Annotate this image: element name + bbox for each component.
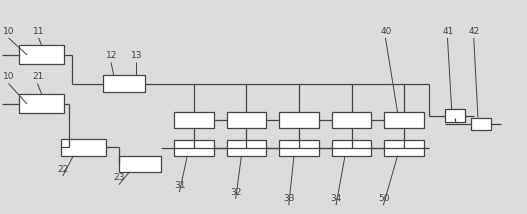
Bar [279,140,319,156]
Bar [384,112,424,128]
Text: 23: 23 [114,174,125,183]
Text: 21: 21 [32,73,44,82]
Bar [174,112,213,128]
Text: 10: 10 [3,27,15,36]
Bar [332,140,371,156]
Text: 40: 40 [380,27,392,36]
Bar [227,112,266,128]
Text: 10: 10 [3,73,15,82]
Bar [227,140,266,156]
Bar [279,112,319,128]
Text: 50: 50 [378,194,389,203]
Text: 32: 32 [230,188,242,197]
Bar [61,139,106,156]
Text: 41: 41 [442,27,454,36]
Bar [119,156,161,172]
Text: 42: 42 [469,27,480,36]
Bar [103,75,145,92]
Bar [332,112,371,128]
Bar [19,94,64,113]
Text: 31: 31 [174,181,186,190]
Text: 22: 22 [57,165,69,174]
Text: 34: 34 [331,194,342,203]
Text: 13: 13 [131,51,142,60]
Text: 33: 33 [284,194,295,203]
Bar [445,109,465,122]
Bar [471,118,491,130]
Bar [384,140,424,156]
Bar [19,45,64,64]
Text: 11: 11 [33,27,45,36]
Bar [174,140,213,156]
Text: 12: 12 [106,51,117,60]
